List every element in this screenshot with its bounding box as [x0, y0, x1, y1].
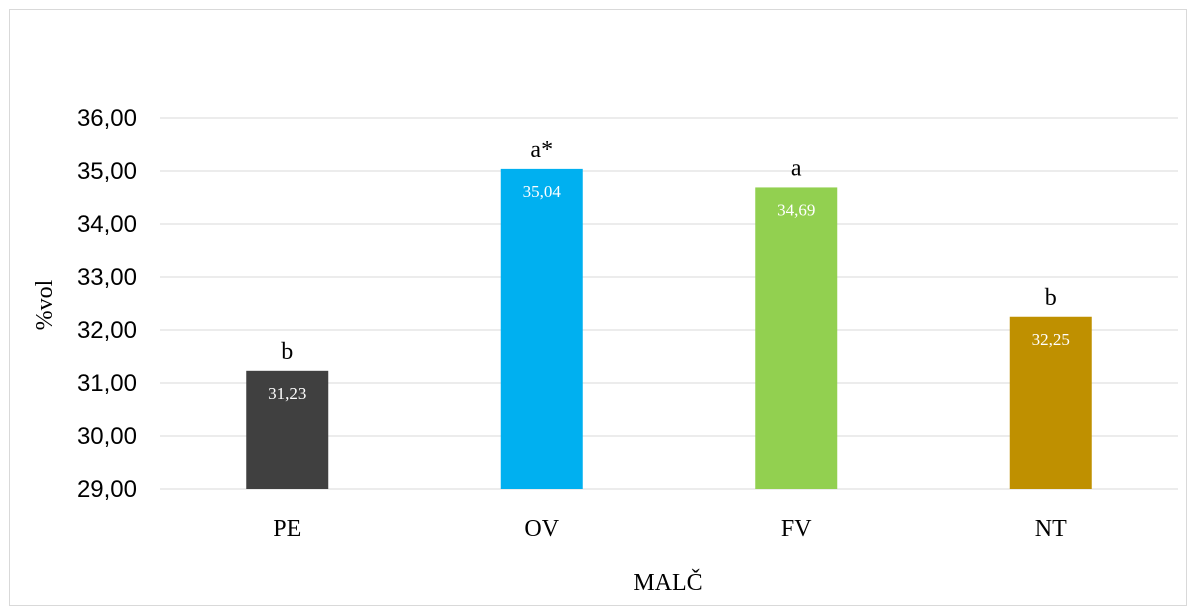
significance-letter: b	[1045, 285, 1057, 311]
data-label: 32,25	[1032, 330, 1070, 349]
y-tick-label: 36,00	[77, 105, 137, 132]
x-axis-title: MALČ	[633, 569, 702, 596]
x-axis-tick-labels: PE OV FV NT	[273, 516, 1067, 542]
x-tick-label: PE	[273, 516, 301, 542]
y-tick-label: 31,00	[77, 370, 137, 397]
significance-letter: a*	[530, 137, 553, 163]
data-label: 31,23	[268, 384, 306, 403]
x-tick-label: FV	[781, 516, 812, 542]
y-tick-label: 29,00	[77, 476, 137, 503]
y-axis-tick-labels: 29,00 30,00 31,00 32,00 33,00 34,00 35,00 36,00	[77, 105, 137, 503]
significance-letter: b	[281, 339, 293, 365]
bar	[755, 187, 838, 489]
chart-frame	[9, 9, 1187, 606]
data-label: 34,69	[777, 200, 815, 219]
y-tick-label: 32,00	[77, 317, 137, 344]
bar	[500, 168, 583, 489]
bar	[246, 370, 329, 489]
bar	[1009, 316, 1092, 489]
y-tick-label: 33,00	[77, 264, 137, 291]
bars: 31,23 b 35,04 a* 34,69 a 32,25 b	[246, 137, 1092, 489]
data-label: 35,04	[523, 182, 562, 201]
significance-letter: a	[791, 155, 802, 181]
x-tick-label: OV	[524, 516, 559, 542]
y-tick-label: 34,00	[77, 211, 137, 238]
y-axis-title: %vol	[32, 279, 58, 330]
x-tick-label: NT	[1035, 516, 1067, 542]
gridlines	[160, 117, 1178, 490]
y-tick-label: 30,00	[77, 423, 137, 450]
y-tick-label: 35,00	[77, 158, 137, 185]
